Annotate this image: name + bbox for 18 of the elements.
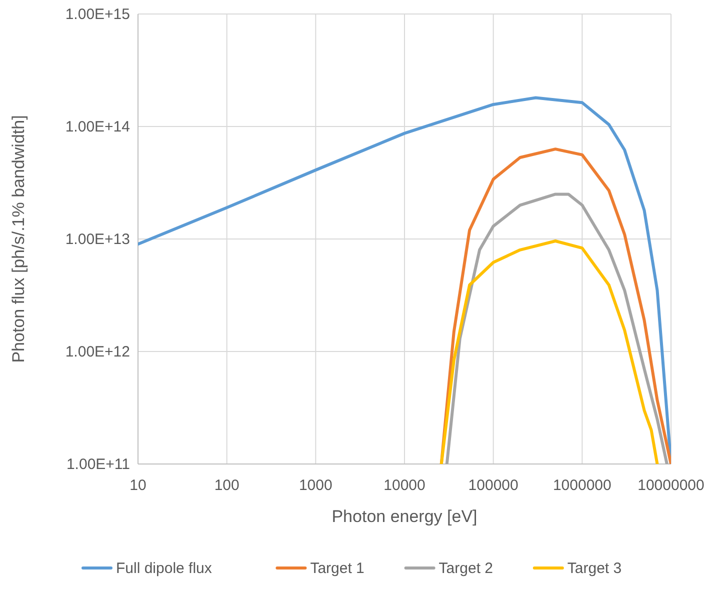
x-tick-label: 10000 xyxy=(384,477,426,494)
x-tick-label: 100000 xyxy=(468,477,518,494)
x-tick-label: 10 xyxy=(130,477,146,494)
y-tick-label: 1.00E+11 xyxy=(66,456,130,473)
x-tick-label: 100 xyxy=(214,477,240,494)
y-tick-label: 1.00E+15 xyxy=(65,6,130,23)
x-tick-label: 1000000 xyxy=(552,477,612,494)
x-tick-label: 10000000 xyxy=(638,477,704,494)
legend-label: Target 2 xyxy=(438,560,494,577)
x-tick-label: 1000 xyxy=(298,477,332,494)
legend-label: Target 3 xyxy=(567,560,622,577)
y-tick-label: 1.00E+12 xyxy=(65,344,130,360)
y-tick-label: 1.00E+14 xyxy=(65,118,130,136)
legend-label: Target 1 xyxy=(310,560,364,577)
y-tick-label: 1.00E+13 xyxy=(65,231,130,248)
x-axis-title: Photon energy [eV] xyxy=(332,507,478,526)
y-axis-title: Photon flux [ph/s/.1% bandwidth] xyxy=(9,115,28,363)
legend-label: Full dipole flux xyxy=(116,560,212,577)
